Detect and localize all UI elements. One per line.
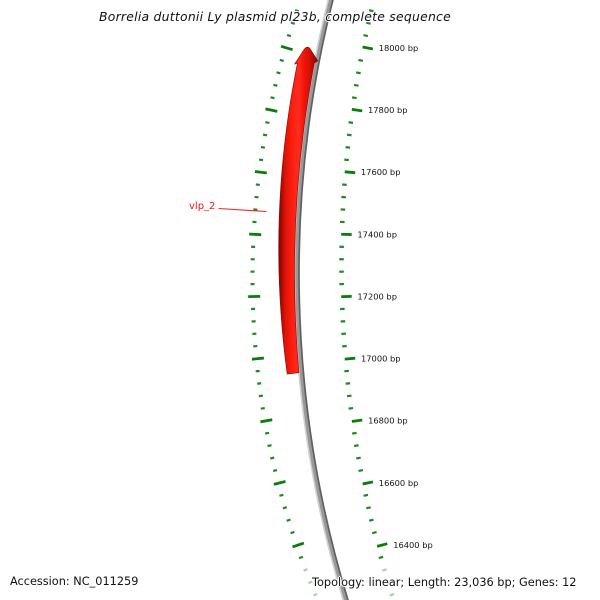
minor-tick-inner bbox=[348, 121, 354, 124]
tick-label: 17200 bp bbox=[357, 291, 397, 301]
minor-tick-inner bbox=[351, 96, 357, 100]
minor-tick-outer bbox=[294, 9, 300, 13]
minor-tick-inner bbox=[368, 518, 374, 522]
minor-tick-outer bbox=[260, 146, 266, 149]
minor-tick-outer bbox=[282, 506, 288, 510]
tick-label: 17400 bp bbox=[357, 229, 397, 239]
major-tick-outer bbox=[254, 170, 267, 175]
minor-tick-outer bbox=[264, 431, 270, 435]
major-tick-inner bbox=[344, 356, 356, 361]
feature-label-vlp_2: vlp_2 bbox=[189, 201, 216, 212]
tick-label: 17000 bp bbox=[361, 354, 401, 364]
minor-tick-outer bbox=[272, 468, 278, 473]
minor-tick-outer bbox=[262, 133, 268, 137]
tick-label: 16600 bp bbox=[379, 478, 419, 488]
major-tick-outer bbox=[249, 232, 262, 237]
minor-tick-inner bbox=[351, 431, 357, 435]
minor-tick-outer bbox=[286, 33, 292, 38]
minor-tick-outer bbox=[290, 21, 296, 25]
gene-vlp_2-arrow bbox=[278, 46, 319, 375]
footer-accession: Accession: NC_011259 bbox=[10, 574, 139, 588]
minor-tick-outer bbox=[270, 456, 275, 460]
minor-tick-inner bbox=[358, 468, 364, 472]
major-tick-outer bbox=[251, 356, 265, 361]
minor-tick-inner bbox=[353, 444, 359, 448]
footer-haze bbox=[0, 561, 600, 600]
minor-tick-inner bbox=[356, 71, 361, 75]
minor-tick-outer bbox=[286, 518, 291, 522]
tick-label: 17600 bp bbox=[361, 167, 401, 177]
minor-tick-inner bbox=[363, 34, 369, 38]
minor-tick-inner bbox=[346, 394, 352, 398]
minor-tick-inner bbox=[368, 9, 374, 13]
minor-tick-inner bbox=[353, 83, 359, 87]
minor-tick-inner bbox=[378, 555, 384, 560]
major-tick-inner bbox=[344, 170, 356, 175]
minor-tick-outer bbox=[290, 530, 295, 535]
major-tick-outer bbox=[292, 541, 305, 549]
minor-tick-inner bbox=[371, 531, 377, 535]
minor-tick-outer bbox=[279, 58, 284, 63]
feature-leader-line bbox=[218, 207, 267, 213]
tick-label: 16800 bp bbox=[368, 416, 408, 426]
minor-tick-outer bbox=[298, 555, 304, 560]
minor-tick-inner bbox=[365, 21, 371, 25]
minor-tick-outer bbox=[260, 406, 265, 410]
major-tick-inner bbox=[351, 418, 363, 423]
footer-stats: Topology: linear; Length: 23,036 bp; Gen… bbox=[312, 576, 577, 589]
minor-tick-inner bbox=[358, 58, 364, 62]
minor-tick-inner bbox=[348, 406, 354, 410]
minor-tick-outer bbox=[258, 394, 264, 398]
tick-label: 17800 bp bbox=[368, 105, 408, 115]
minor-tick-outer bbox=[258, 158, 264, 162]
minor-tick-outer bbox=[279, 493, 284, 497]
minor-tick-inner bbox=[356, 456, 361, 460]
minor-tick-outer bbox=[276, 71, 281, 75]
sequence-title: Borrelia duttonii Ly plasmid pl23b, comp… bbox=[99, 9, 451, 24]
major-tick-inner bbox=[362, 480, 374, 486]
tick-label: 16400 bp bbox=[393, 540, 433, 550]
major-tick-outer bbox=[273, 480, 286, 486]
tick-label: 18000 bp bbox=[379, 43, 419, 53]
backbone-arc bbox=[295, 0, 348, 600]
major-tick-inner bbox=[351, 108, 363, 113]
minor-tick-inner bbox=[363, 493, 369, 497]
minor-tick-outer bbox=[273, 83, 278, 87]
major-tick-inner bbox=[362, 45, 374, 51]
minor-tick-outer bbox=[270, 96, 275, 100]
minor-tick-inner bbox=[366, 506, 371, 510]
minor-tick-outer bbox=[257, 382, 262, 385]
minor-tick-outer bbox=[267, 444, 272, 448]
major-tick-inner bbox=[376, 542, 388, 548]
major-tick-outer bbox=[260, 418, 273, 424]
minor-tick-inner bbox=[346, 133, 352, 137]
major-tick-outer bbox=[280, 44, 293, 52]
major-tick-outer bbox=[265, 107, 278, 113]
minor-tick-outer bbox=[265, 121, 270, 125]
backbone-dark-edge bbox=[298, 0, 349, 600]
